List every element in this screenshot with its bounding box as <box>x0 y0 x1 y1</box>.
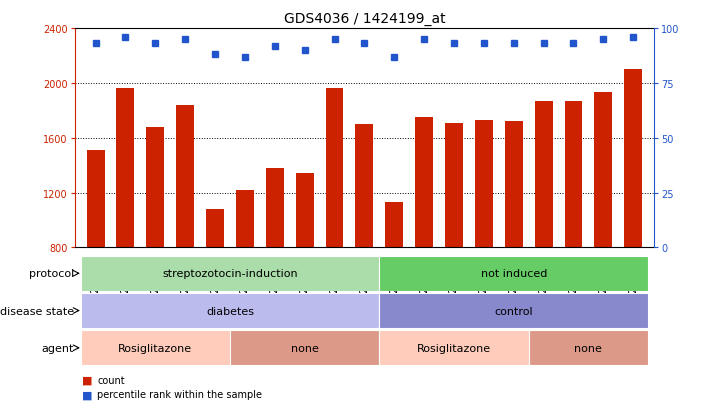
Text: none: none <box>291 343 319 353</box>
Bar <box>87 151 105 248</box>
Bar <box>80 330 230 366</box>
Bar <box>380 256 648 291</box>
Bar <box>80 256 380 291</box>
Bar <box>415 118 433 248</box>
Bar <box>146 127 164 248</box>
Bar <box>230 330 380 366</box>
Bar <box>206 209 224 248</box>
Bar <box>505 122 523 248</box>
Text: ■: ■ <box>82 375 92 385</box>
Bar <box>565 102 582 248</box>
Bar <box>380 293 648 328</box>
Bar <box>296 174 314 248</box>
Bar <box>475 121 493 248</box>
Text: agent: agent <box>41 343 74 353</box>
Bar <box>117 89 134 248</box>
Text: streptozotocin-induction: streptozotocin-induction <box>162 268 298 279</box>
Text: disease state: disease state <box>0 306 74 316</box>
Text: control: control <box>494 306 533 316</box>
Bar <box>385 203 403 248</box>
Bar <box>326 89 343 248</box>
Bar <box>266 169 284 248</box>
Text: GDS4036 / 1424199_at: GDS4036 / 1424199_at <box>284 12 445 26</box>
Bar <box>236 190 254 248</box>
Text: diabetes: diabetes <box>206 306 254 316</box>
Bar <box>535 102 552 248</box>
Text: not induced: not induced <box>481 268 547 279</box>
Bar <box>594 93 612 248</box>
Bar <box>529 330 648 366</box>
Text: percentile rank within the sample: percentile rank within the sample <box>97 389 262 399</box>
Text: Rosiglitazone: Rosiglitazone <box>118 343 193 353</box>
Bar <box>624 70 642 248</box>
Text: ■: ■ <box>82 389 92 399</box>
Text: none: none <box>574 343 602 353</box>
Bar <box>356 125 373 248</box>
Text: Rosiglitazone: Rosiglitazone <box>417 343 491 353</box>
Text: protocol: protocol <box>28 268 74 279</box>
Bar <box>380 330 529 366</box>
Text: count: count <box>97 375 125 385</box>
Bar <box>176 106 194 248</box>
Bar <box>445 123 463 248</box>
Bar <box>80 293 380 328</box>
